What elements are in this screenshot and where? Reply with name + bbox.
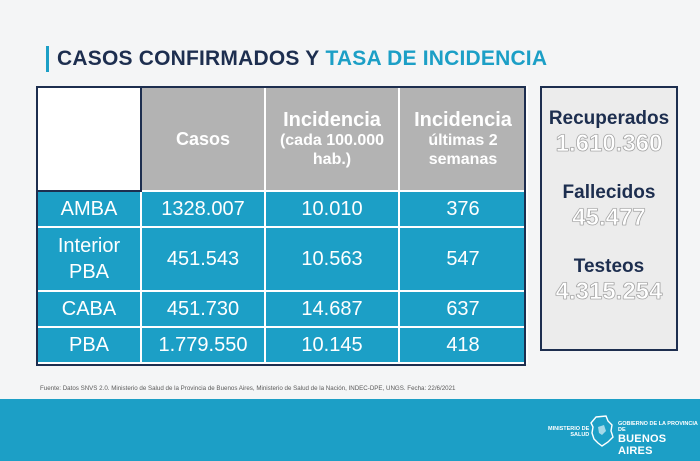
table-row: PBA 1.779.550 10.145 418 xyxy=(36,326,528,364)
title-accent-bar xyxy=(46,46,49,72)
title-part-1: CASOS CONFIRMADOS Y xyxy=(57,47,320,70)
table-header-incidencia-2-semanas: Incidencia últimas 2 semanas xyxy=(398,86,528,192)
incidencia-cell: 10.563 xyxy=(264,226,400,292)
region-cell: AMBA xyxy=(36,190,142,228)
incidencia-2-semanas-cell: 637 xyxy=(398,290,528,328)
table-header-incidencia: Incidencia (cada 100.000 hab.) xyxy=(264,86,400,192)
stat-value-fallecidos: 45.477 xyxy=(572,204,646,232)
stats-panel: Recuperados 1.610.360 Fallecidos 45.477 … xyxy=(540,86,678,351)
province-name: BUENOS AIRES xyxy=(618,433,667,457)
stat-label-testeos: Testeos xyxy=(573,256,645,277)
incidencia-2-semanas-cell: 376 xyxy=(398,190,528,228)
casos-cell: 451.730 xyxy=(140,290,266,328)
gov-line: GOBIERNO DE LA PROVINCIA DE xyxy=(618,421,698,433)
ministry-line-1: MINISTERIO DE xyxy=(548,426,590,432)
incidencia-cell: 10.010 xyxy=(264,190,400,228)
casos-cell: 1.779.550 xyxy=(140,326,266,364)
province-map-icon xyxy=(590,415,614,447)
table-row: Interior PBA 451.543 10.563 547 xyxy=(36,226,528,292)
cases-table: Casos Incidencia (cada 100.000 hab.) Inci… xyxy=(36,86,528,364)
casos-cell: 451.543 xyxy=(140,226,266,292)
stat-value-recuperados: 1.610.360 xyxy=(555,130,663,158)
footer-bar: MINISTERIO DE SALUD GOBIERNO DE LA PROVI… xyxy=(0,399,700,461)
province-logo-text: GOBIERNO DE LA PROVINCIA DE BUENOS AIRES xyxy=(618,421,700,457)
stat-label-fallecidos: Fallecidos xyxy=(562,182,656,203)
incidencia-cell: 14.687 xyxy=(264,290,400,328)
table-header-row: Casos Incidencia (cada 100.000 hab.) Inci… xyxy=(36,86,528,192)
page-title: CASOS CONFIRMADOS Y TASA DE INCIDENCIA xyxy=(46,44,547,74)
casos-cell: 1328.007 xyxy=(140,190,266,228)
table-header-blank xyxy=(36,86,142,192)
incidencia-cell: 10.145 xyxy=(264,326,400,364)
stat-value-testeos: 4.315.254 xyxy=(555,278,663,306)
region-cell: CABA xyxy=(36,290,142,328)
incidencia-2-semanas-cell: 547 xyxy=(398,226,528,292)
source-note: Fuente: Datos SNVS 2.0. Ministerio de Sa… xyxy=(40,385,456,392)
table-header-casos: Casos xyxy=(140,86,266,192)
ministry-logo-text: MINISTERIO DE SALUD xyxy=(548,426,589,438)
region-cell: PBA xyxy=(36,326,142,364)
region-cell: Interior PBA xyxy=(36,226,142,292)
ministry-line-2: SALUD xyxy=(570,432,590,438)
incidencia-2-semanas-cell: 418 xyxy=(398,326,528,364)
table-row: CABA 451.730 14.687 637 xyxy=(36,290,528,328)
stat-label-recuperados: Recuperados xyxy=(548,108,670,129)
table-row: AMBA 1328.007 10.010 376 xyxy=(36,190,528,228)
title-part-2: TASA DE INCIDENCIA xyxy=(325,47,548,70)
